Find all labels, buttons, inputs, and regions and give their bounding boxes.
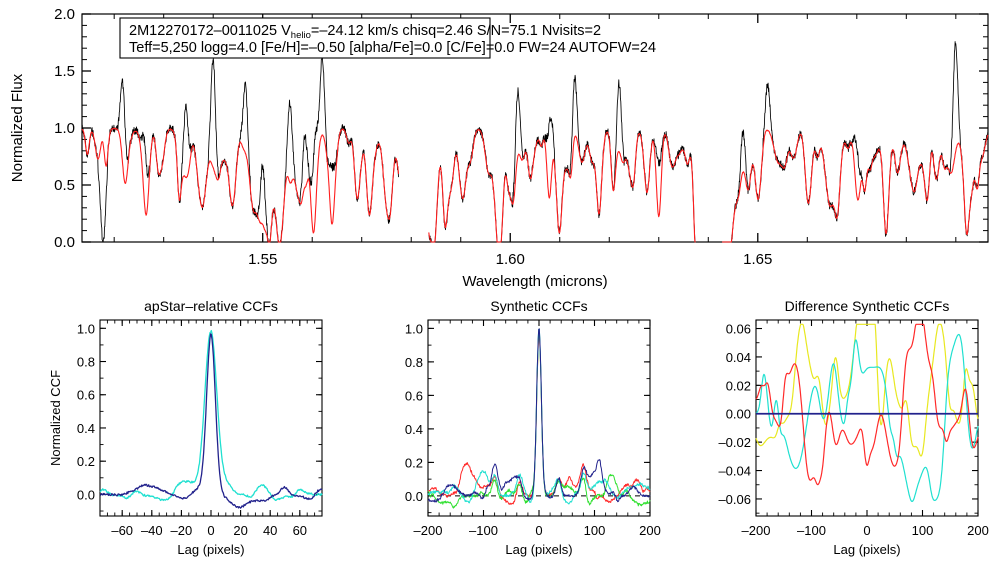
synthetic-ccf-y-tick-label: 0.0 [405,489,423,504]
apstar-ccf-x-axis-title: Lag (pixels) [177,542,244,557]
apstar-ccf-y-tick-label: 0.2 [77,454,95,469]
synthetic-ccf-x-tick-label: 200 [639,523,661,538]
y-axis-tick-label: 0.0 [54,234,75,251]
difference-ccf-x-tick-label: –100 [797,523,826,538]
synthetic-ccf-x-tick-label: –100 [469,523,498,538]
y-axis-title: Normalized Flux [9,73,26,182]
ccf-curve-cyan [99,329,323,502]
synthetic-spectrum-curve [428,128,696,243]
apstar-ccf-frame [99,319,323,517]
apstar-ccf-x-tick-label: 60 [293,523,307,538]
difference-ccf-y-tick-label: –0.04 [718,464,751,479]
synthetic-ccf-curve-green [427,332,651,509]
x-axis-tick-label: 1.60 [496,251,525,268]
y-axis-tick-label: 2.0 [54,6,75,23]
synthetic-ccf-x-tick-label: 100 [584,523,606,538]
difference-ccf-x-tick-label: 100 [912,523,934,538]
synthetic-ccf-y-tick-label: 0.2 [405,455,423,470]
info-subscript-helio: helio [291,30,311,41]
x-axis-tick-label: 1.55 [248,251,277,268]
apstar-ccf-x-tick-label: 40 [263,523,277,538]
difference-ccf-curve-yellow [755,323,979,457]
synthetic-ccf-y-tick-label: 0.8 [405,355,423,370]
synthetic-ccf-frame [427,319,651,517]
y-axis-tick-label: 1.0 [54,120,75,137]
y-axis-tick-label: 0.5 [54,177,75,194]
apstar-ccf-y-tick-label: 0.4 [77,421,95,436]
synthetic-spectrum-curve [721,129,989,243]
apstar-ccf-y-tick-label: 0.8 [77,355,95,370]
difference-ccf-x-tick-label: 0 [863,523,870,538]
x-axis-title: Wavelength (microns) [462,273,607,290]
observed-spectrum-curve [722,41,989,243]
synthetic-ccf-title: Synthetic CCFs [490,298,587,314]
apstar-ccf-y-tick-label: 1.0 [77,321,95,336]
synthetic-ccf-y-tick-label: 0.4 [405,422,423,437]
difference-ccf-title: Difference Synthetic CCFs [785,298,950,314]
apstar-ccf-x-tick-label: –40 [141,523,163,538]
apstar-ccf-y-tick-label: 0.0 [77,487,95,502]
synthetic-ccf-y-tick-label: 0.6 [405,388,423,403]
apstar-ccf-x-tick-label: –20 [171,523,193,538]
difference-ccf-y-tick-label: 0.02 [726,378,751,393]
difference-ccf-x-axis-title: Lag (pixels) [833,542,900,557]
synthetic-ccf-y-tick-label: 1.0 [405,321,423,336]
apstar-ccf-x-tick-label: –60 [111,523,133,538]
difference-ccf-curve-cyan [755,333,979,502]
synthetic-ccf-curve-red [427,334,651,505]
info-line-2: Teff=5,250 logg=4.0 [Fe/H]=–0.50 [alpha/… [129,40,656,56]
info-box [119,17,491,59]
y-axis-tick-label: 1.5 [54,63,75,80]
synthetic-ccf-x-axis-title: Lag (pixels) [505,542,572,557]
difference-ccf-y-tick-label: 0.00 [726,407,751,422]
difference-ccf-curve-red [755,323,979,486]
synthetic-ccf-x-tick-label: –200 [414,523,443,538]
ccf-curve-navy [99,333,323,509]
synthetic-ccf-x-tick-label: 0 [535,523,542,538]
x-axis-tick-label: 1.65 [743,251,772,268]
difference-ccf-x-tick-label: 200 [967,523,989,538]
synthetic-spectrum-curve [81,127,400,243]
apstar-ccf-x-tick-label: 0 [207,523,214,538]
synthetic-ccf-curve-navy [427,328,651,503]
synthetic-ccf-curve-cyan [427,328,651,505]
difference-ccf-y-tick-label: 0.06 [726,322,751,337]
apstar-ccf-x-tick-label: 20 [233,523,247,538]
apstar-ccf-y-tick-label: 0.6 [77,388,95,403]
difference-ccf-y-tick-label: 0.04 [726,350,751,365]
difference-ccf-y-tick-label: –0.02 [718,435,751,450]
difference-ccf-x-tick-label: –200 [742,523,771,538]
difference-ccf-y-tick-label: –0.06 [718,492,751,507]
info-line-1: 2M12270172–0011025 Vhelio=–24.12 km/s ch… [129,23,601,41]
apstar-ccf-y-axis-title: Normalized CCF [48,370,63,466]
apstar-ccf-title: apStar–relative CCFs [144,298,278,314]
